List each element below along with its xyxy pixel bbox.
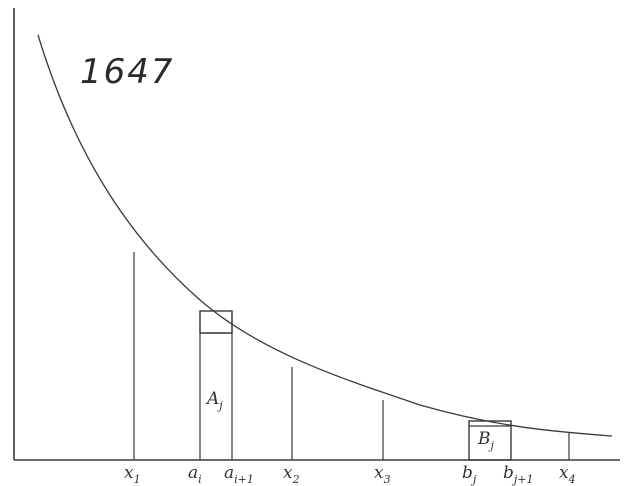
label-x3: x3 [374,463,391,486]
label-A-j: Aj [205,389,223,412]
decreasing-curve [37,34,613,437]
label-ai1: ai+1 [224,463,254,486]
strip-b-j [468,420,512,461]
label-x1: x1 [124,463,141,486]
strip-a-j-upper [199,310,233,334]
label-bj: bj [462,463,477,486]
label-x2: x2 [283,463,300,486]
label-ai: ai [188,463,202,486]
label-x4: x4 [559,463,576,486]
label-bj1: bj+1 [503,463,534,486]
label-B-j: Bj [477,429,495,452]
handwritten-number: 1647 [80,52,175,92]
